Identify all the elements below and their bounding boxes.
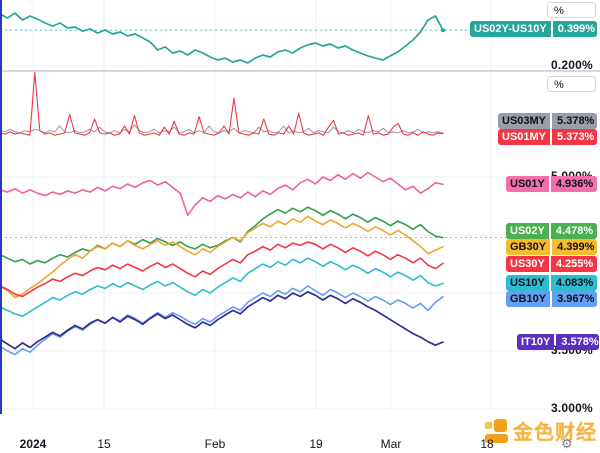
series-US30Y	[0, 241, 444, 298]
badge-label: GB30Y	[506, 239, 551, 255]
symbol-badge-GB10Y: GB10Y 3.967%	[506, 291, 597, 307]
badge-value: 5.373%	[552, 129, 597, 145]
symbol-badge-US01Y: US01Y 4.936%	[506, 176, 597, 192]
watermark: 金色财经	[485, 416, 597, 445]
pane1-axis-unit-box: %	[547, 2, 596, 18]
pane2-axis-unit-box: %	[547, 76, 596, 92]
series-GB10Y	[0, 285, 444, 356]
time-label-19: 19	[309, 437, 323, 451]
time-label-Feb: Feb	[204, 437, 226, 451]
symbol-badge-US02Y-US10Y: US02Y-US10Y 0.399%	[470, 21, 597, 37]
badge-value: 4.478%	[550, 223, 597, 239]
badge-value: 0.399%	[552, 21, 597, 37]
symbol-badge-US02Y: US02Y 4.478%	[506, 223, 597, 239]
series-US10Y	[0, 257, 444, 318]
badge-value: 3.578%	[556, 334, 599, 350]
jinse-finance-logo-icon	[485, 418, 509, 443]
badge-value: 4.083%	[550, 275, 597, 291]
badge-label: US01MY	[498, 129, 551, 145]
series-GB30Y	[0, 215, 444, 299]
symbol-badge-GB30Y: GB30Y 4.399%	[506, 239, 597, 255]
time-label-Mar: Mar	[380, 437, 402, 451]
time-label-15: 15	[97, 437, 111, 451]
series-US01Y	[0, 171, 444, 217]
price-label-3.000%: 3.000%	[551, 400, 593, 415]
series-US02Y-US10Y	[0, 12, 444, 64]
symbol-badge-US30Y: US30Y 4.255%	[506, 256, 597, 272]
symbol-badge-IT10Y: IT10Y 3.578%	[517, 334, 599, 350]
gear-icon[interactable]: ⚙	[561, 436, 573, 451]
badge-label: US03MY	[498, 113, 551, 129]
badge-value: 5.378%	[552, 113, 597, 129]
price-label-0.200%: 0.200%	[551, 57, 593, 72]
badge-label: US01Y	[506, 176, 549, 192]
badge-label: US30Y	[506, 256, 549, 272]
watermark-text: 金色财经	[513, 422, 597, 444]
symbol-badge-US01MY: US01MY 5.373%	[498, 129, 597, 145]
badge-label: IT10Y	[517, 334, 555, 350]
series-IT10Y	[0, 290, 444, 350]
symbol-badge-US03MY: US03MY 5.378%	[498, 113, 597, 129]
last-point-dot	[441, 28, 445, 33]
badge-value: 4.399%	[552, 239, 597, 255]
badge-label: GB10Y	[506, 291, 551, 307]
badge-value: 4.936%	[550, 176, 597, 192]
time-label-18: 18	[480, 437, 494, 451]
series-US01MY	[0, 72, 444, 136]
badge-label: US02Y	[506, 223, 549, 239]
symbol-badge-US10Y: US10Y 4.083%	[506, 275, 597, 291]
badge-label: US10Y	[506, 275, 549, 291]
series-US02Y	[0, 206, 444, 265]
badge-label: US02Y-US10Y	[470, 21, 551, 37]
time-label-2024: 2024	[19, 437, 47, 451]
badge-value: 3.967%	[552, 291, 597, 307]
badge-value: 4.255%	[550, 256, 597, 272]
